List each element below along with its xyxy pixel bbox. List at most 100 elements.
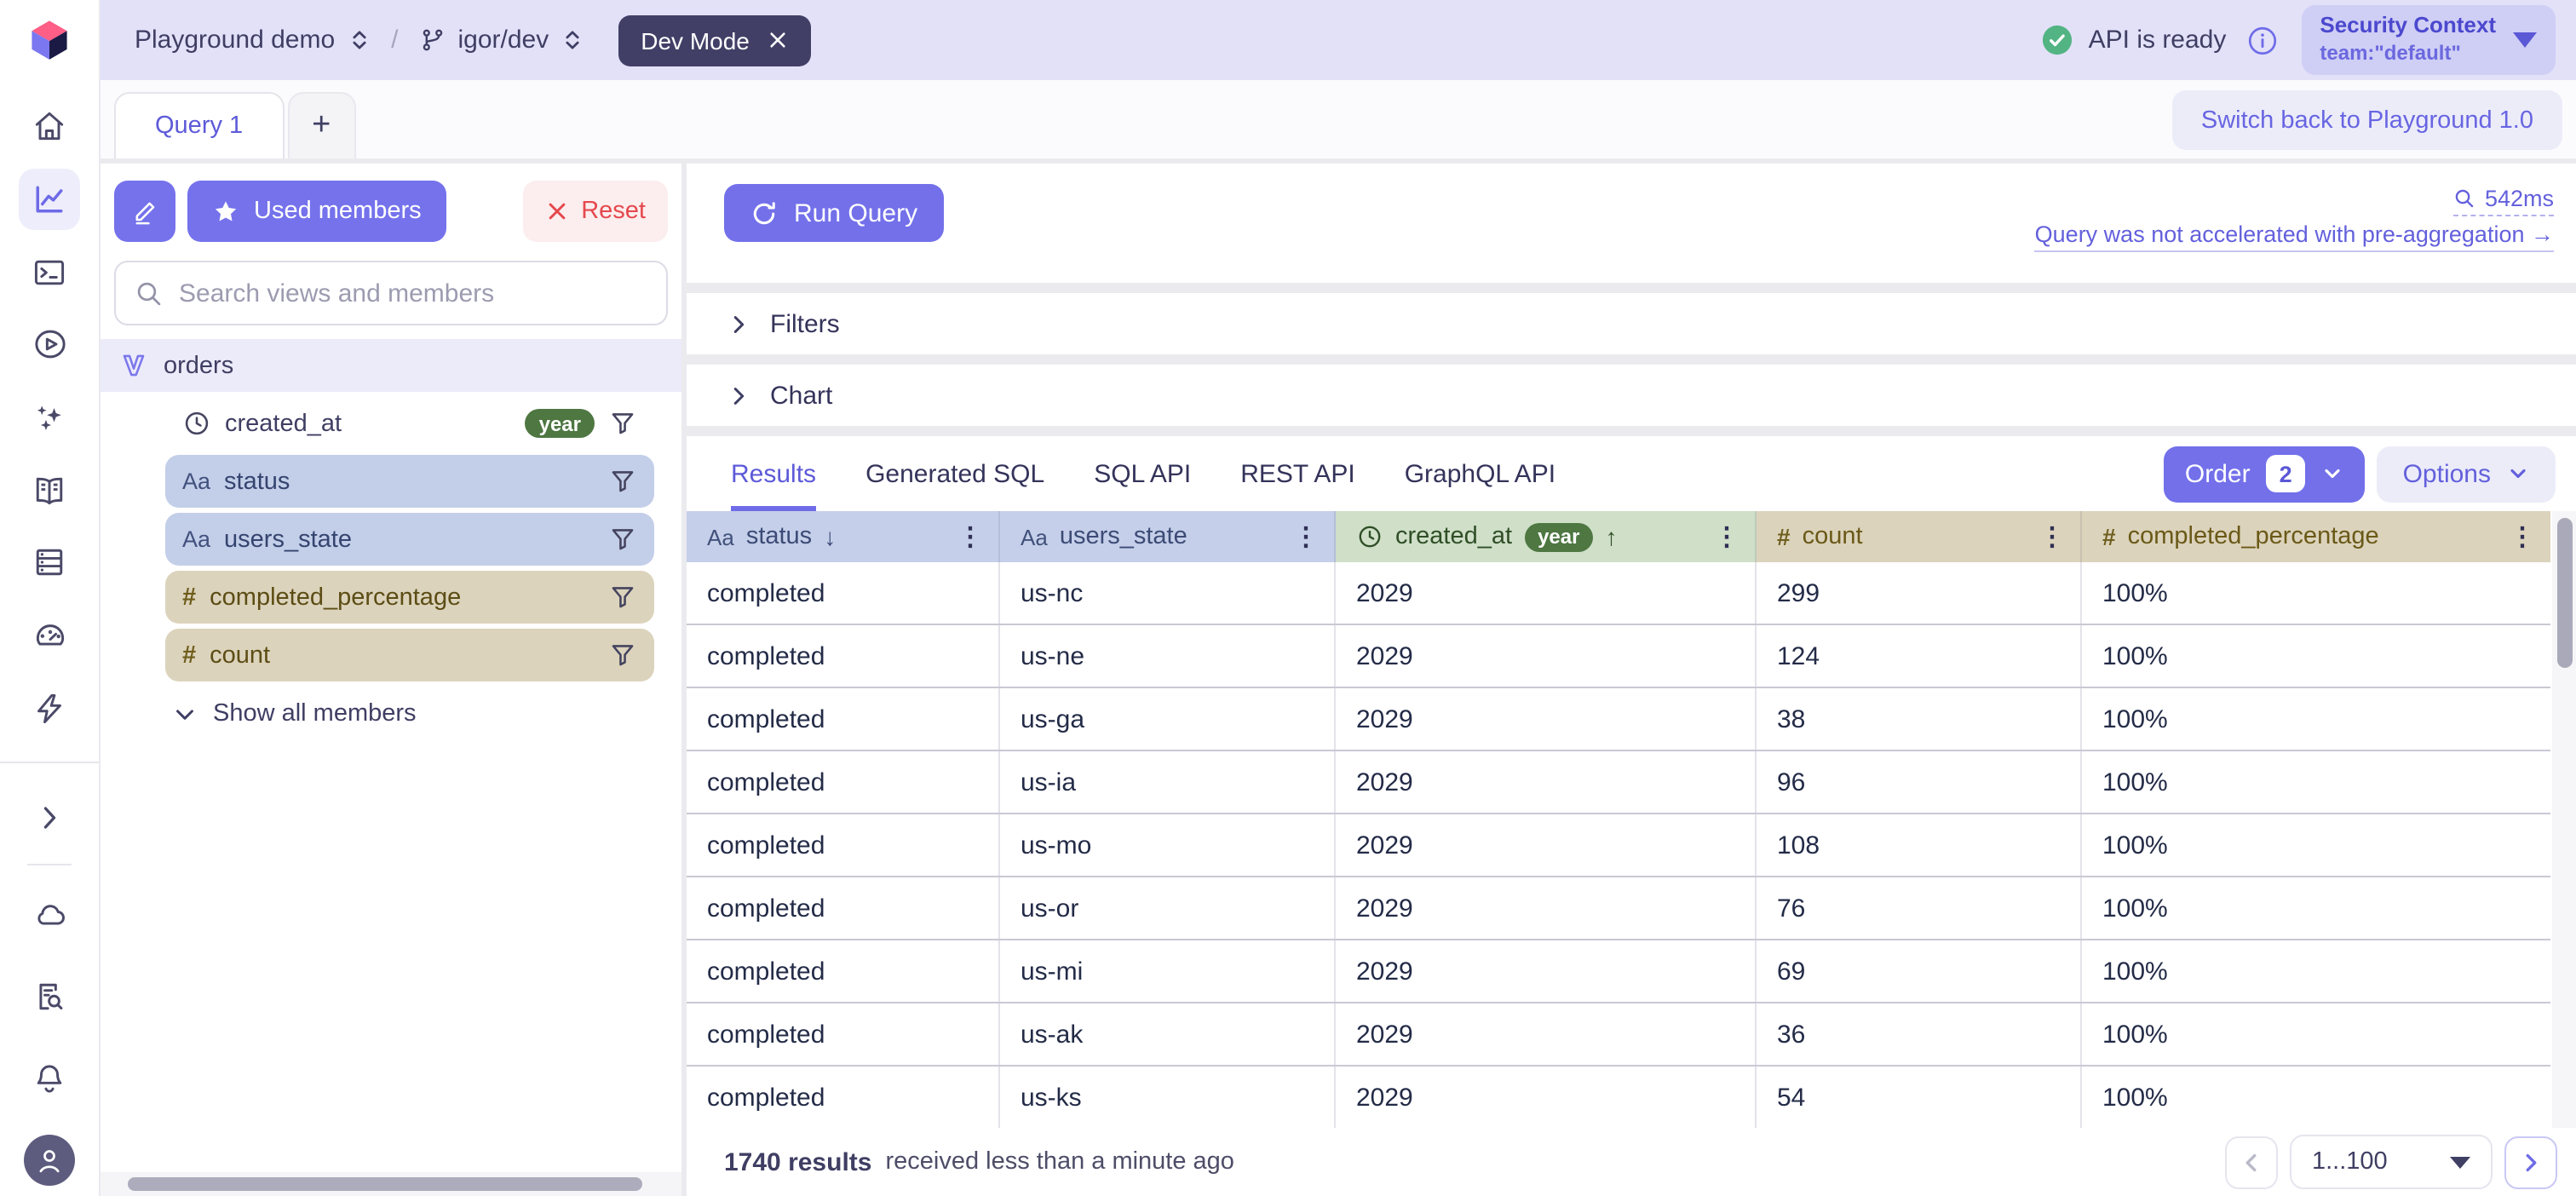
terminal-icon	[31, 253, 68, 290]
column-header-completed-percentage[interactable]: # completed_percentage ⋮	[2082, 511, 2550, 562]
member-status[interactable]: Aa status	[165, 455, 654, 508]
order-button[interactable]: Order 2	[2165, 446, 2366, 502]
panel-horizontal-scrollbar[interactable]	[101, 1172, 681, 1196]
member-name: status	[224, 468, 290, 495]
table-row: completedus-ga202938100%	[687, 688, 2550, 751]
add-query-tab-button[interactable]: +	[287, 92, 355, 158]
tab-sql-api[interactable]: SQL API	[1094, 436, 1191, 511]
cube-logo[interactable]	[0, 0, 99, 79]
options-button[interactable]: Options	[2378, 446, 2556, 502]
reset-query-button[interactable]: Reset	[523, 181, 668, 242]
rail-item-account[interactable]	[0, 1123, 99, 1196]
rail-item-data-model[interactable]	[0, 526, 99, 599]
filter-funnel-icon[interactable]	[608, 409, 637, 438]
info-icon[interactable]	[2246, 25, 2277, 55]
used-members-toggle[interactable]: Used members	[187, 181, 447, 242]
query-duration[interactable]: 542ms	[2454, 186, 2554, 216]
tab-generated-sql[interactable]: Generated SQL	[865, 436, 1044, 511]
edit-query-button[interactable]	[114, 181, 175, 242]
table-cell: us-ia	[1000, 751, 1336, 813]
tab-results[interactable]: Results	[731, 436, 816, 511]
table-cell: 38	[1757, 688, 2082, 750]
rail-item-home[interactable]	[0, 89, 99, 162]
preaggregation-notice-link[interactable]: Query was not accelerated with pre-aggre…	[2035, 221, 2554, 252]
column-menu-icon[interactable]: ⋮	[2510, 524, 2535, 549]
scrollbar-thumb[interactable]	[2556, 518, 2572, 668]
sort-desc-icon[interactable]: ↓	[824, 523, 836, 550]
rail-item-console[interactable]	[0, 235, 99, 308]
member-created-at[interactable]: created_at year	[165, 397, 654, 450]
table-cell: completed	[687, 814, 1000, 876]
rail-item-ai-assistant[interactable]	[0, 381, 99, 453]
next-page-button[interactable]	[2504, 1136, 2557, 1188]
chart-section[interactable]: Chart	[687, 365, 2576, 426]
rail-item-notifications[interactable]	[0, 1041, 99, 1114]
rail-item-play[interactable]	[0, 308, 99, 381]
security-context-button[interactable]: Security Context team:"default"	[2301, 6, 2556, 75]
member-search-input[interactable]	[179, 279, 647, 308]
updown-chevrons-icon	[347, 27, 371, 53]
rail-item-cloud[interactable]	[0, 877, 99, 951]
results-received-time: received less than a minute ago	[885, 1148, 1234, 1176]
page-range-select[interactable]: 1...100	[2290, 1135, 2493, 1189]
project-name: Playground demo	[135, 26, 335, 55]
filter-funnel-icon[interactable]	[608, 583, 637, 612]
api-status: API is ready	[2041, 24, 2227, 56]
chevron-left-icon	[2239, 1149, 2264, 1175]
filter-funnel-icon[interactable]	[608, 525, 637, 554]
rail-item-expand[interactable]	[0, 781, 99, 854]
document-search-icon	[31, 977, 68, 1015]
column-header-users-state[interactable]: Aa users_state ⋮	[1000, 511, 1336, 562]
tab-rest-api[interactable]: REST API	[1240, 436, 1355, 511]
column-header-created-at[interactable]: created_at year ↑ ⋮	[1336, 511, 1757, 562]
previous-page-button[interactable]	[2225, 1136, 2278, 1188]
home-icon	[31, 107, 68, 145]
granularity-badge[interactable]: year	[1524, 522, 1593, 551]
tab-graphql-api[interactable]: GraphQL API	[1405, 436, 1555, 511]
chevron-right-icon	[726, 311, 751, 336]
close-icon[interactable]	[767, 29, 789, 51]
table-row: completedus-mi202969100%	[687, 940, 2550, 1003]
column-menu-icon[interactable]: ⋮	[957, 524, 983, 549]
tab-query-1[interactable]: Query 1	[114, 92, 284, 158]
table-cell: completed	[687, 877, 1000, 939]
run-query-button[interactable]: Run Query	[724, 184, 943, 242]
table-cell: 100%	[2082, 751, 2550, 813]
member-completed-percentage[interactable]: # completed_percentage	[165, 571, 654, 624]
rail-item-charts[interactable]	[0, 163, 99, 235]
scrollbar-thumb[interactable]	[128, 1177, 642, 1191]
cube-orders[interactable]: orders	[101, 339, 681, 392]
icon-rail	[0, 0, 101, 1196]
rail-item-performance[interactable]	[0, 600, 99, 672]
branch-selector[interactable]: igor/dev	[419, 26, 585, 55]
dimension-type-icon: Aa	[1021, 524, 1048, 549]
column-menu-icon[interactable]: ⋮	[1293, 524, 1319, 549]
column-header-count[interactable]: # count ⋮	[1757, 511, 2082, 562]
rail-item-docs[interactable]	[0, 454, 99, 526]
project-selector[interactable]: Playground demo	[135, 26, 371, 55]
table-vertical-scrollbar[interactable]	[2552, 511, 2576, 1128]
table-cell: 2029	[1336, 1003, 1757, 1065]
rail-item-rollups[interactable]	[0, 672, 99, 745]
member-users-state[interactable]: Aa users_state	[165, 513, 654, 566]
table-cell: 69	[1757, 940, 2082, 1002]
filter-funnel-icon[interactable]	[608, 641, 637, 670]
table-cell: completed	[687, 1067, 1000, 1128]
chevron-right-icon	[31, 798, 68, 836]
rail-item-query-inspector[interactable]	[0, 959, 99, 1032]
table-cell: 100%	[2082, 688, 2550, 750]
column-header-status[interactable]: Aa status ↓ ⋮	[687, 511, 1000, 562]
sort-asc-icon[interactable]: ↑	[1605, 523, 1617, 550]
filters-section[interactable]: Filters	[687, 293, 2576, 354]
member-count[interactable]: # count	[165, 629, 654, 681]
column-menu-icon[interactable]: ⋮	[1714, 524, 1739, 549]
table-row: completedus-ak202936100%	[687, 1003, 2550, 1067]
show-all-members-toggle[interactable]: Show all members	[172, 700, 681, 727]
table-row: completedus-ks202954100%	[687, 1067, 2550, 1128]
filter-funnel-icon[interactable]	[608, 467, 637, 496]
switch-playground-button[interactable]: Switch back to Playground 1.0	[2172, 90, 2562, 150]
column-menu-icon[interactable]: ⋮	[2039, 524, 2065, 549]
dev-mode-badge[interactable]: Dev Mode	[618, 14, 811, 66]
member-search[interactable]	[114, 261, 668, 325]
granularity-badge[interactable]: year	[526, 409, 595, 438]
